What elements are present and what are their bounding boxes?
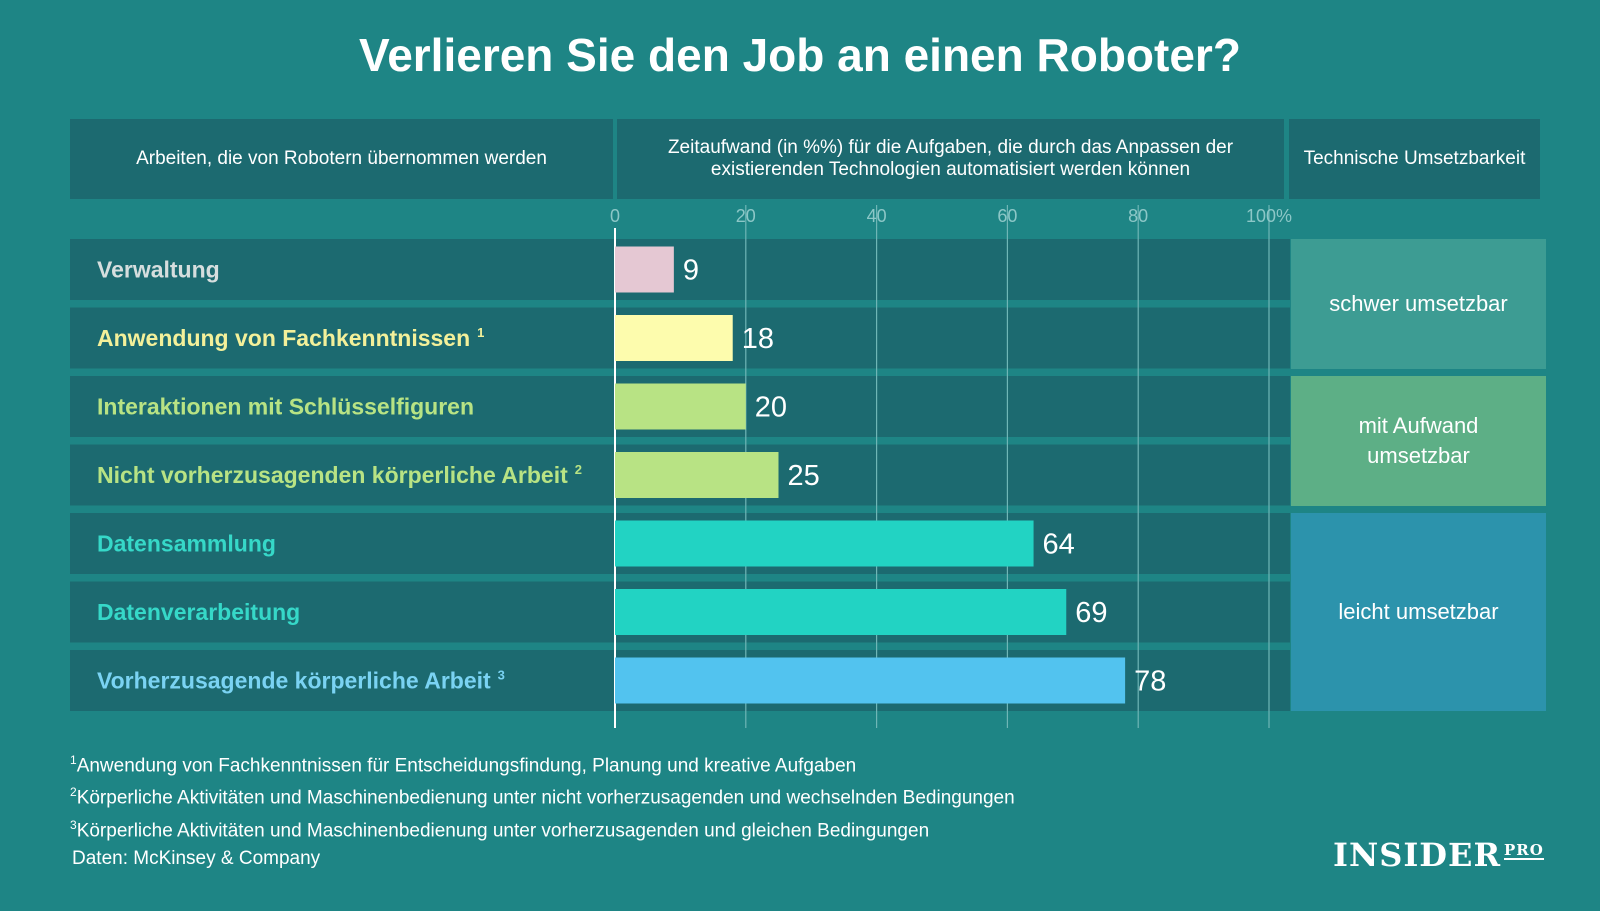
x-tick-label: 0	[610, 206, 620, 226]
x-tick-label: 60	[997, 206, 1017, 226]
feasibility-group-medium: mit Aufwand umsetzbar	[1291, 376, 1546, 506]
x-tick-label: 100%	[1246, 206, 1292, 226]
category-label: Vorherzusagende körperliche Arbeit 3	[97, 668, 505, 694]
category-label: Datenverarbeitung	[97, 599, 300, 625]
x-tick-label: 80	[1128, 206, 1148, 226]
logo-main-text: INSIDER	[1333, 836, 1502, 874]
feasibility-group-easy: leicht umsetzbar	[1291, 513, 1546, 711]
bar-value-label: 20	[755, 392, 787, 424]
chart-title: Verlieren Sie den Job an einen Roboter?	[359, 29, 1241, 81]
category-label: Interaktionen mit Schlüsselfiguren	[97, 394, 474, 420]
bar	[615, 315, 733, 361]
bar-value-label: 64	[1043, 529, 1075, 561]
category-label: Datensammlung	[97, 531, 276, 557]
footnotes: 1Anwendung von Fachkenntnissen für Entsc…	[70, 747, 1015, 844]
bar	[615, 657, 1126, 704]
row-band	[70, 239, 1290, 300]
bar	[615, 589, 1067, 635]
category-label: Nicht vorherzusagenden körperliche Arbei…	[97, 462, 582, 488]
feasibility-group-hard: schwer umsetzbar	[1291, 239, 1546, 369]
bar-value-label: 18	[742, 323, 774, 355]
x-tick-label: 20	[736, 206, 756, 226]
header-tasks: Arbeiten, die von Robotern übernommen we…	[70, 119, 613, 199]
bar	[615, 383, 746, 430]
bar-value-label: 25	[788, 460, 820, 492]
category-label: Verwaltung	[97, 257, 220, 283]
insider-pro-logo: INSIDER PRO	[1333, 836, 1544, 874]
footnote-2: 2Körperliche Aktivitäten und Maschinenbe…	[70, 785, 1015, 809]
footnote-3: 3Körperliche Aktivitäten und Maschinenbe…	[70, 817, 930, 841]
footnote-1: 1Anwendung von Fachkenntnissen für Entsc…	[70, 753, 857, 777]
category-label: Anwendung von Fachkenntnissen 1	[97, 325, 484, 351]
bar	[615, 246, 674, 293]
header-time-share: Zeitaufwand (in %%) für die Aufgaben, di…	[617, 119, 1284, 199]
x-tick-label: 40	[867, 206, 887, 226]
data-source: Daten: McKinsey & Company	[72, 848, 321, 869]
bar	[615, 452, 779, 498]
header-feasibility: Technische Umsetzbarkeit	[1289, 119, 1540, 199]
bar	[615, 520, 1034, 567]
bar-value-label: 78	[1134, 666, 1166, 698]
bar-value-label: 69	[1075, 597, 1107, 629]
bar-value-label: 9	[683, 255, 699, 287]
logo-sub-text: PRO	[1504, 841, 1544, 860]
